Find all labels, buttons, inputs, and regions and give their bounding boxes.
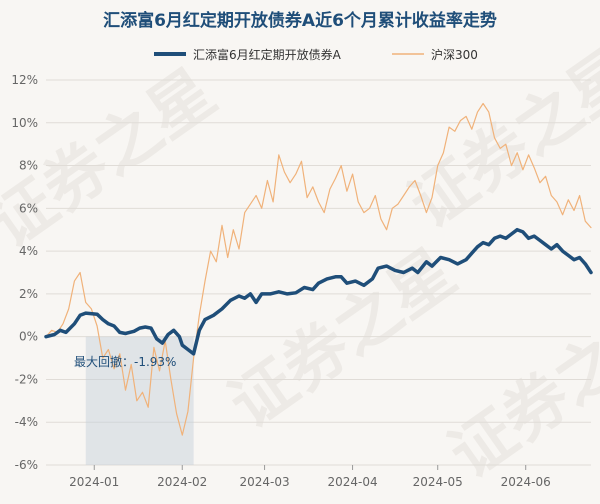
y-tick-label: -4%: [15, 415, 38, 429]
chart-title: 汇添富6月红定期开放债券A近6个月累计收益率走势: [103, 10, 497, 31]
x-axis-ticks: 2024-01 2024-02 2024-03 2024-04 2024-05 2024-…: [69, 465, 551, 489]
y-tick-label: 8%: [19, 159, 38, 173]
legend-label-index: 沪深300: [431, 48, 478, 62]
gridlines: [46, 79, 591, 466]
x-tick-label: 2024-03: [239, 475, 289, 489]
x-tick-label: 2024-04: [327, 475, 377, 489]
series-line-index: [45, 102, 592, 436]
drawdown-shade: [85, 336, 194, 465]
x-tick-label: 2024-01: [69, 475, 119, 489]
series-line-fund: [44, 227, 593, 356]
x-tick-label: 2024-06: [501, 475, 551, 489]
x-tick-label: 2024-05: [413, 475, 463, 489]
y-tick-label: 12%: [11, 73, 38, 87]
y-tick-label: -6%: [15, 458, 38, 472]
series-lines: [44, 102, 593, 436]
drawdown-label: 最大回撤：-1.93%: [74, 354, 176, 369]
y-tick-label: -2%: [15, 372, 38, 386]
y-tick-label: 10%: [11, 116, 38, 130]
y-tick-label: 4%: [19, 244, 38, 258]
y-axis-ticks: 12% 10% 8% 6% 4% 2% 0% -2% -4% -6%: [11, 73, 38, 472]
y-tick-label: 6%: [19, 201, 38, 215]
y-tick-label: 2%: [19, 287, 38, 301]
legend-label-fund: 汇添富6月红定期开放债券A: [193, 47, 342, 62]
x-tick-label: 2024-02: [157, 475, 207, 489]
y-tick-label: 0%: [19, 330, 38, 344]
drawdown-region: [85, 336, 194, 465]
legend: 汇添富6月红定期开放债券A 沪深300: [154, 47, 478, 62]
